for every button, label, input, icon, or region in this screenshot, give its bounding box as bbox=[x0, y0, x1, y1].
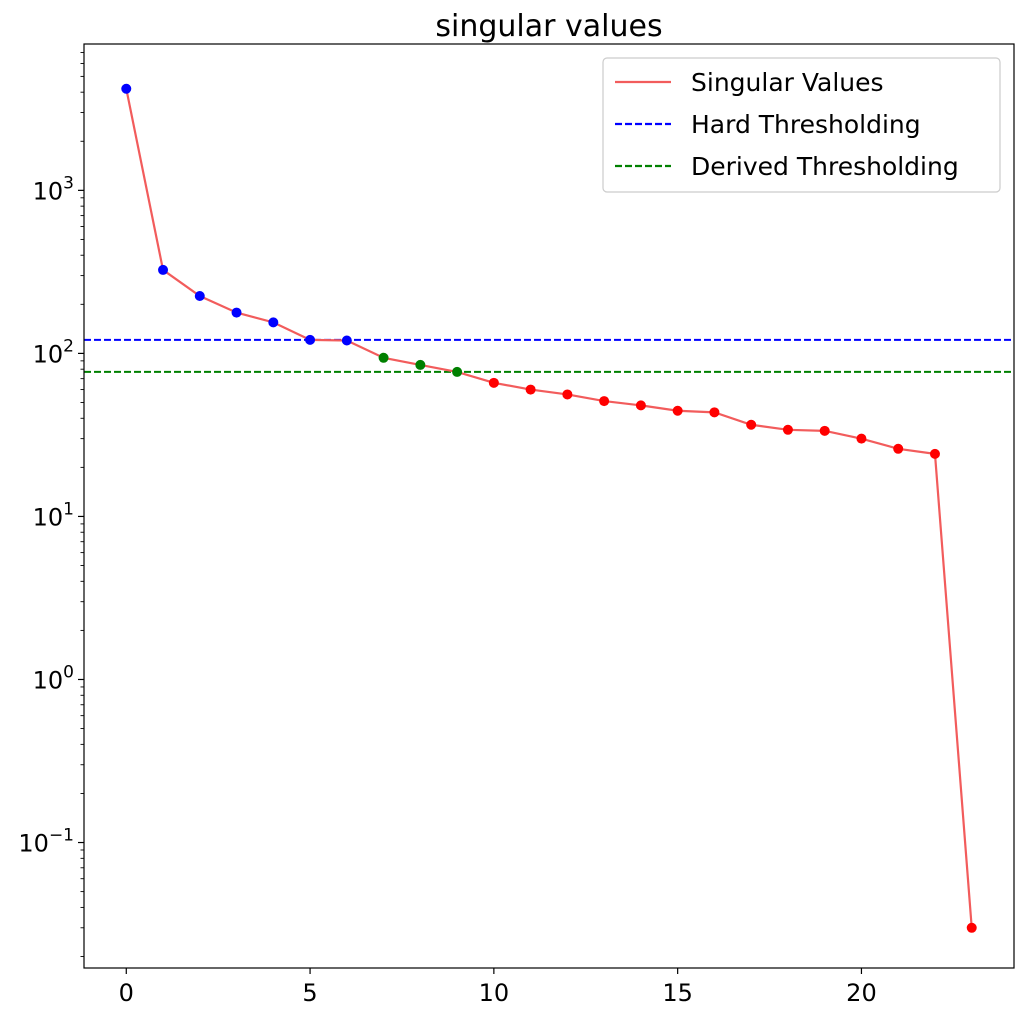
data-point-20 bbox=[856, 433, 867, 444]
y-tick-exponent: −1 bbox=[49, 826, 74, 846]
data-point-5 bbox=[305, 334, 316, 345]
y-tick-label-1: 100 bbox=[33, 662, 74, 694]
data-point-19 bbox=[819, 425, 830, 436]
y-tick-base: 10 bbox=[18, 830, 49, 858]
axes-frame bbox=[83, 43, 1015, 969]
data-point-21 bbox=[893, 443, 904, 454]
data-point-1 bbox=[158, 264, 169, 275]
x-tick-label-10: 10 bbox=[479, 979, 510, 1007]
y-tick-base: 10 bbox=[33, 177, 64, 205]
legend-label-1: Singular Values bbox=[691, 68, 884, 97]
y-tick-exponent: 3 bbox=[63, 173, 74, 193]
y-tick-label-2: 101 bbox=[33, 499, 74, 531]
y-tick-exponent: 0 bbox=[63, 662, 74, 682]
data-point-13 bbox=[599, 396, 610, 407]
x-tick-label-15: 15 bbox=[662, 979, 693, 1007]
data-point-22 bbox=[929, 448, 940, 459]
plot-area bbox=[84, 83, 1014, 933]
data-point-16 bbox=[709, 407, 720, 418]
data-point-9 bbox=[452, 366, 463, 377]
legend-label-3: Derived Thresholding bbox=[691, 152, 959, 181]
data-point-23 bbox=[966, 922, 977, 933]
y-tick-base: 10 bbox=[33, 666, 64, 694]
y-tick-exponent: 2 bbox=[63, 336, 74, 356]
data-point-12 bbox=[562, 389, 573, 400]
chart-title: singular values bbox=[435, 9, 662, 44]
x-tick-label-5: 5 bbox=[302, 979, 317, 1007]
data-point-14 bbox=[635, 400, 646, 411]
data-point-2 bbox=[194, 290, 205, 301]
series-line bbox=[125, 88, 973, 928]
y-tick-label-0: 10−1 bbox=[18, 826, 74, 858]
x-tick-label-20: 20 bbox=[846, 979, 877, 1007]
legend: Singular Values Hard Thresholding Derived … bbox=[602, 57, 1001, 193]
data-point-18 bbox=[782, 424, 793, 435]
data-point-7 bbox=[378, 352, 389, 363]
data-point-10 bbox=[488, 377, 499, 388]
data-point-3 bbox=[231, 307, 242, 318]
data-point-17 bbox=[746, 419, 757, 430]
data-point-11 bbox=[525, 384, 536, 395]
y-tick-base: 10 bbox=[33, 503, 64, 531]
legend-box bbox=[602, 57, 1001, 193]
data-point-8 bbox=[415, 359, 426, 370]
data-point-6 bbox=[341, 335, 352, 346]
y-tick-label-3: 102 bbox=[33, 336, 74, 368]
y-tick-label-4: 103 bbox=[33, 173, 74, 205]
y-tick-base: 10 bbox=[33, 340, 64, 368]
data-point-0 bbox=[121, 83, 132, 94]
data-point-15 bbox=[672, 405, 683, 416]
x-tick-label-0: 0 bbox=[119, 979, 134, 1007]
legend-label-2: Hard Thresholding bbox=[691, 110, 921, 139]
data-point-4 bbox=[268, 317, 279, 328]
y-tick-exponent: 1 bbox=[63, 499, 74, 519]
